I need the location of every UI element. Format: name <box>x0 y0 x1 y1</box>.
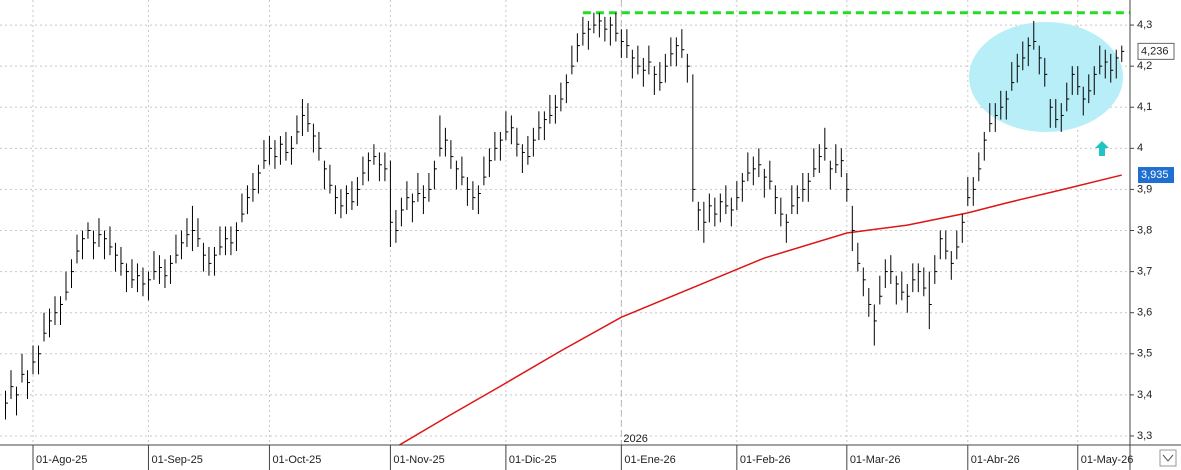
plot <box>4 11 1130 445</box>
x-tick-label: 01-Abr-26 <box>971 454 1020 466</box>
x-tick-label: 01-Sep-25 <box>151 454 202 466</box>
ma-label-box <box>1138 167 1174 184</box>
x-tick-label: 01-Feb-26 <box>740 454 791 466</box>
y-tick-label: 3,8 <box>1137 224 1152 236</box>
x-tick-label: 01-Mar-26 <box>850 454 901 466</box>
y-tick-label: 4 <box>1137 142 1143 154</box>
moving-average <box>397 174 1122 445</box>
chevron <box>1162 454 1174 462</box>
y-tick-label: 4,1 <box>1137 101 1152 113</box>
scroll-button[interactable] <box>1159 449 1177 467</box>
y-tick-label: 3,6 <box>1137 307 1152 319</box>
x-tick-label: 01-Ene-26 <box>624 454 675 466</box>
y-tick-label: 3,3 <box>1137 430 1152 442</box>
year-label: 2026 <box>623 433 647 445</box>
highlight-ellipse <box>969 22 1123 132</box>
up-arrow <box>1095 141 1109 156</box>
price-label-box <box>1137 42 1175 60</box>
x-tick-label: 01-May-26 <box>1081 454 1134 466</box>
y-tick-label: 3,9 <box>1137 183 1152 195</box>
y-tick-label: 3,4 <box>1137 389 1152 401</box>
price-label: 4,236 <box>1141 45 1169 57</box>
x-tick-label: 01-Nov-25 <box>393 454 444 466</box>
ma-label: 3,935 <box>1141 169 1169 181</box>
y-tick-label: 3,5 <box>1137 348 1152 360</box>
background <box>0 0 1130 445</box>
x-tick-label: 01-Dic-25 <box>509 454 557 466</box>
y-tick-label: 3,7 <box>1137 266 1152 278</box>
x-tick-label: 01-Ago-25 <box>36 454 87 466</box>
y-tick-label: 4,2 <box>1137 60 1152 72</box>
y-tick-label: 4,3 <box>1137 19 1152 31</box>
x-tick-label: 01-Oct-25 <box>272 454 321 466</box>
